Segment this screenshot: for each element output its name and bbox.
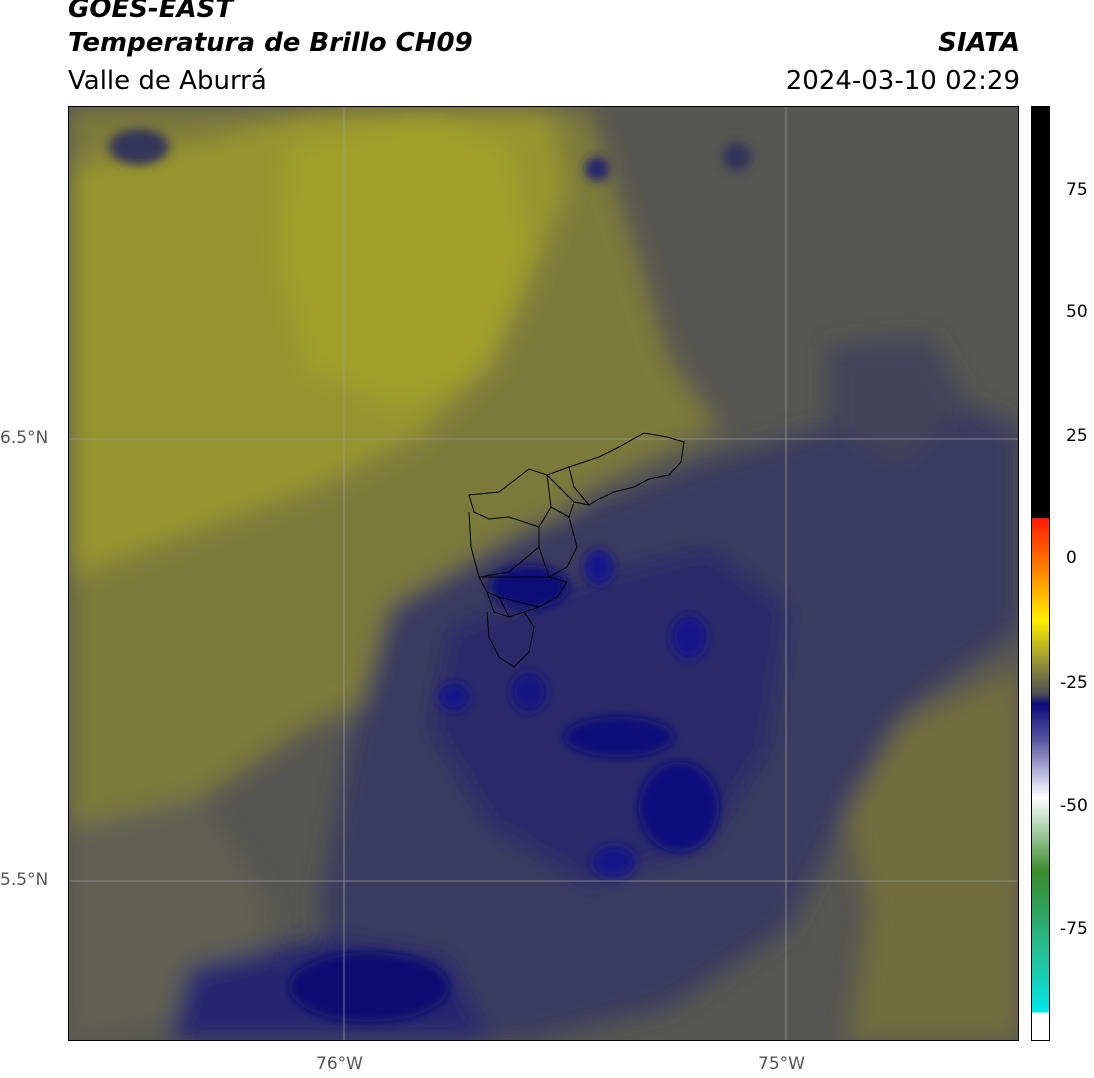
colorbar-gradient: [1032, 107, 1049, 1040]
colorbar-tick-75: 75: [1066, 180, 1088, 200]
satellite-title: GOES-EAST: [68, 0, 234, 24]
brightness-temperature-map: [68, 106, 1019, 1041]
colorbar-tick-minus50: -50: [1060, 796, 1088, 816]
lon-label-76: 76°W: [316, 1054, 363, 1074]
colorbar-tick-minus75: -75: [1060, 919, 1088, 939]
lat-label-6.5: 6.5°N: [0, 428, 49, 448]
colorbar: [1031, 106, 1050, 1041]
brand-label: SIATA: [938, 28, 1020, 58]
colorbar-tick-minus25: -25: [1060, 673, 1088, 693]
colorbar-tick-0: 0: [1066, 548, 1077, 568]
lat-label-5.5: 5.5°N: [0, 870, 49, 890]
map-canvas: [69, 107, 1018, 1040]
product-title: Temperatura de Brillo CH09: [68, 28, 473, 58]
datetime-label: 2024-03-10 02:29: [785, 66, 1020, 96]
municipality-boundaries: [468, 432, 685, 668]
region-label: Valle de Aburrá: [68, 66, 267, 96]
cold-cores: [109, 129, 751, 1022]
lon-label-75: 75°W: [758, 1054, 805, 1074]
colorbar-tick-25: 25: [1066, 426, 1088, 446]
colorbar-tick-50: 50: [1066, 302, 1088, 322]
